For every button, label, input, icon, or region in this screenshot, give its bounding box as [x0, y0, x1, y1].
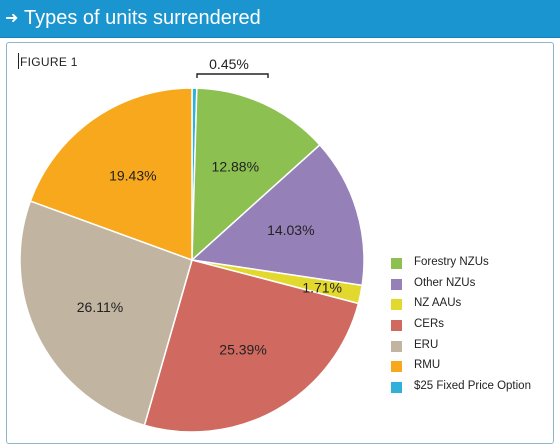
- legend-swatch: [391, 361, 402, 373]
- data-label: 25.39%: [219, 342, 266, 358]
- data-label: 14.03%: [267, 222, 314, 238]
- legend-label: $25 Fixed Price Option: [414, 380, 531, 393]
- legend-label: Other NZUs: [414, 276, 476, 289]
- data-label: 0.45%: [209, 56, 249, 72]
- legend-swatch: [391, 278, 402, 290]
- legend-label: ERU: [414, 338, 439, 351]
- data-label: 26.11%: [77, 299, 123, 315]
- legend-label: NZ AAUs: [414, 297, 462, 310]
- data-label: 1.71%: [302, 279, 342, 295]
- legend-swatch: [391, 382, 402, 394]
- arrow-right-icon: ➜: [5, 8, 19, 27]
- chart-title: Types of units surrendered: [24, 7, 261, 29]
- pie-slice-forestry-nzus: [191, 87, 321, 262]
- legend-swatch: [391, 320, 402, 332]
- figure-label: FIGURE 1: [20, 55, 78, 69]
- label-leader-line: [196, 73, 269, 78]
- legend-label: Forestry NZUs: [414, 256, 489, 268]
- legend-swatch: [391, 340, 402, 352]
- figure-marker: [18, 53, 19, 69]
- pie-slice-other-nzus: [190, 143, 365, 287]
- legend-swatch: [391, 299, 402, 311]
- legend-swatch: [391, 258, 402, 269]
- chart-header: ➜ Types of units surrendered: [0, 0, 560, 38]
- data-label: 12.88%: [212, 158, 259, 174]
- data-label: 19.43%: [109, 167, 156, 183]
- legend-label: RMU: [414, 359, 441, 372]
- pie-slice-rmu: [29, 87, 193, 262]
- pie-slice-eru: [19, 200, 193, 427]
- legend-label: CERs: [414, 318, 445, 331]
- pie-slice-cers: [143, 259, 360, 433]
